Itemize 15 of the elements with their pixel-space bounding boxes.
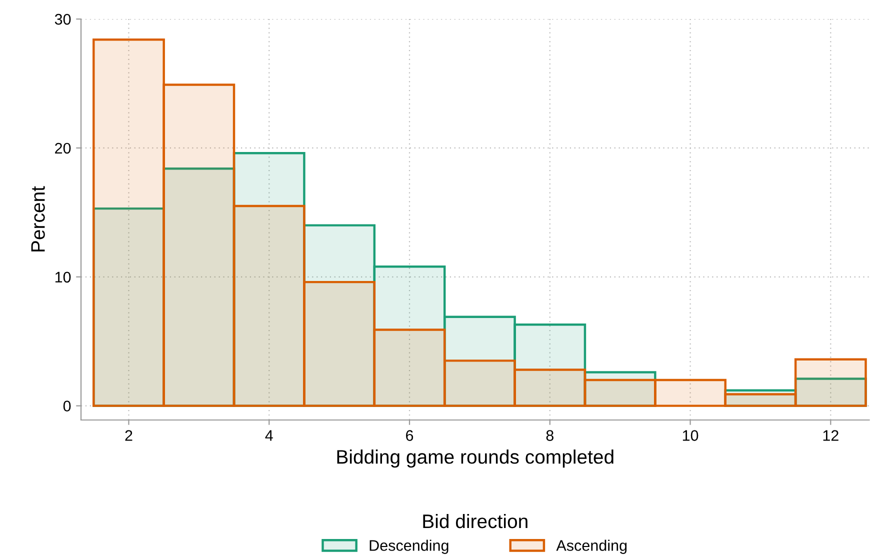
x-axis-title: Bidding game rounds completed: [337, 450, 614, 468]
x-tick-label: 6: [406, 430, 414, 441]
y-axis-title: Percent: [31, 186, 45, 252]
y-tick-label: 20: [55, 142, 71, 154]
x-tick-label: 8: [546, 430, 554, 441]
y-tick-label: 10: [55, 272, 71, 283]
x-tick-label: 4: [265, 430, 273, 441]
x-tick-label: 12: [823, 430, 838, 441]
legend-title: Bid direction: [423, 514, 528, 528]
y-tick-label: 0: [63, 400, 71, 412]
x-tick-label: 2: [125, 430, 132, 441]
y-tick-label: 30: [54, 14, 71, 25]
legend-label: Descending: [370, 540, 448, 554]
x-tick-label: 10: [682, 430, 698, 441]
legend-label: Ascending: [556, 540, 627, 554]
